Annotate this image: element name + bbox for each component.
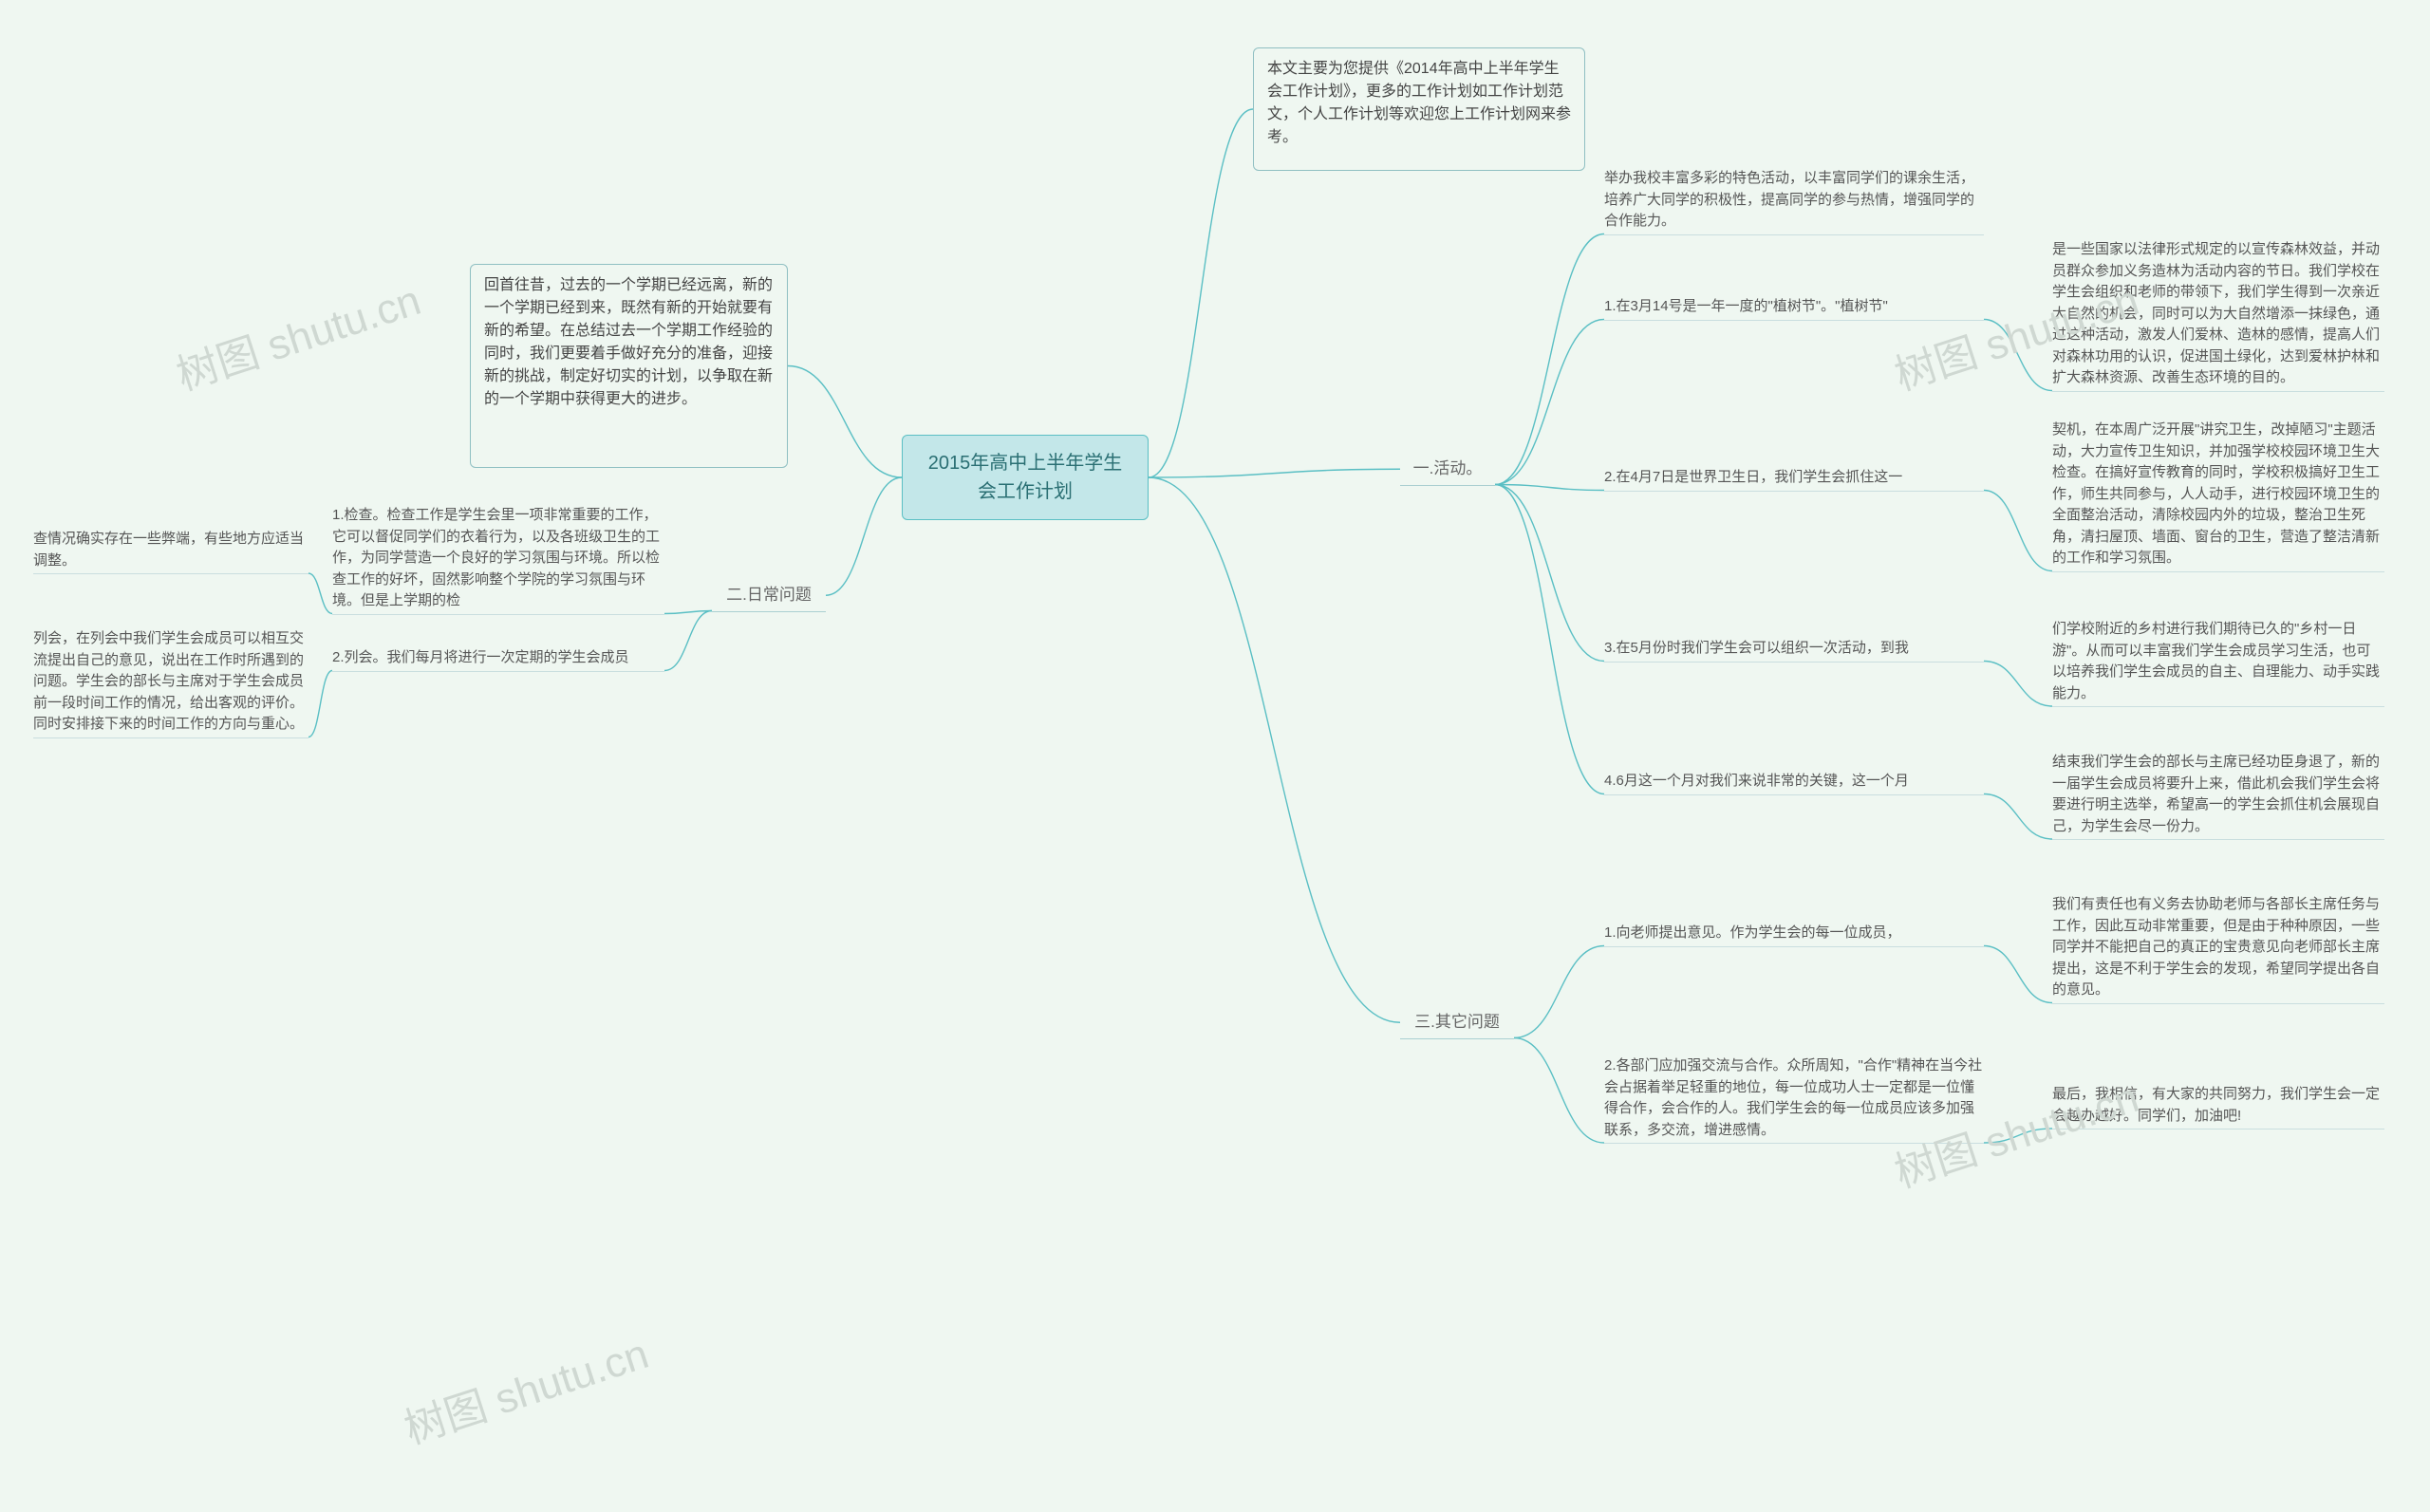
activities-item-2-detail: 契机，在本周广泛开展"讲究卫生，改掉陋习"主题活动，大力宣传卫生知识，并加强学校… <box>2052 418 2384 572</box>
root-node[interactable]: 2015年高中上半年学生会工作计划 <box>902 435 1149 520</box>
daily-item-2-detail: 列会，在列会中我们学生会成员可以相互交流提出自己的意见，说出在工作时所遇到的问题… <box>33 626 308 738</box>
daily-item-1: 1.检查。检查工作是学生会里一项非常重要的工作，它可以督促同学们的衣着行为，以及… <box>332 503 664 615</box>
branch-daily[interactable]: 二.日常问题 <box>712 579 826 612</box>
activities-intro: 举办我校丰富多彩的特色活动，以丰富同学们的课余生活，培养广大同学的积极性，提高同… <box>1604 166 1984 235</box>
other-item-2: 2.各部门应加强交流与合作。众所周知，"合作"精神在当今社会占据着举足轻重的地位… <box>1604 1054 1984 1144</box>
watermark: 树图 shutu.cn <box>168 266 427 401</box>
other-item-2-detail: 最后，我相信，有大家的共同努力，我们学生会一定会越办越好。同学们，加油吧! <box>2052 1082 2384 1129</box>
watermark: 树图 shutu.cn <box>396 1319 655 1455</box>
activities-item-2: 2.在4月7日是世界卫生日，我们学生会抓住这一 <box>1604 465 1984 492</box>
branch-other[interactable]: 三.其它问题 <box>1400 1006 1514 1039</box>
daily-item-1-detail: 查情况确实存在一些弊端，有些地方应适当调整。 <box>33 527 308 574</box>
activities-item-3: 3.在5月份时我们学生会可以组织一次活动，到我 <box>1604 636 1984 663</box>
daily-item-2: 2.列会。我们每月将进行一次定期的学生会成员 <box>332 645 664 672</box>
branch-activities[interactable]: 一.活动。 <box>1400 453 1495 486</box>
activities-item-1: 1.在3月14号是一年一度的"植树节"。"植树节" <box>1604 294 1984 321</box>
activities-item-3-detail: 们学校附近的乡村进行我们期待已久的"乡村一日游"。从而可以丰富我们学生会成员学习… <box>2052 617 2384 707</box>
other-item-1: 1.向老师提出意见。作为学生会的每一位成员， <box>1604 921 1984 947</box>
other-item-1-detail: 我们有责任也有义务去协助老师与各部长主席任务与工作，因此互动非常重要，但是由于种… <box>2052 892 2384 1004</box>
activities-item-4: 4.6月这一个月对我们来说非常的关键，这一个月 <box>1604 769 1984 795</box>
activities-item-1-detail: 是一些国家以法律形式规定的以宣传森林效益，并动员群众参加义务造林为活动内容的节日… <box>2052 237 2384 392</box>
preface-top-box: 本文主要为您提供《2014年高中上半年学生会工作计划》，更多的工作计划如工作计划… <box>1253 47 1585 171</box>
preface-left-box: 回首往昔，过去的一个学期已经远离，新的一个学期已经到来，既然有新的开始就要有新的… <box>470 264 788 468</box>
activities-item-4-detail: 结束我们学生会的部长与主席已经功臣身退了，新的一届学生会成员将要升上来，借此机会… <box>2052 750 2384 840</box>
